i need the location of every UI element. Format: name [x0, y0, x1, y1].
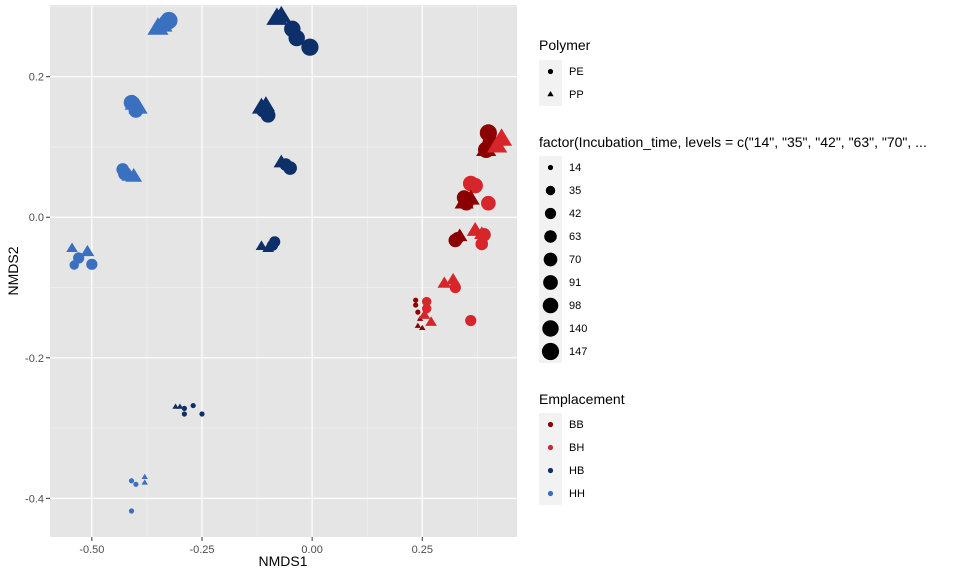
legend-size-label: 70	[569, 254, 581, 266]
legend-shape-label: PP	[569, 89, 584, 101]
legend-size-140-icon	[542, 320, 559, 337]
point-bh-pp	[446, 272, 460, 285]
legend-color-bh-icon	[547, 444, 554, 451]
legend-color-hb-icon	[547, 467, 554, 474]
legend-size-label: 98	[569, 300, 581, 312]
legend-size-label: 140	[569, 323, 587, 335]
plot-panel	[50, 5, 517, 537]
x-tick-label: 0.00	[301, 544, 322, 556]
grid-lines	[50, 5, 517, 537]
point-hb-pe	[269, 236, 281, 248]
legend-size-70-icon	[543, 252, 558, 267]
legend-size-label: 14	[569, 162, 581, 174]
legend-shape-pe-icon	[547, 68, 554, 75]
legend-color-hh-icon	[547, 490, 554, 497]
point-bh-pp	[418, 309, 431, 319]
point-bb-pp	[454, 192, 474, 209]
point-bb-pe	[415, 309, 421, 315]
point-hh-pp	[125, 167, 143, 182]
point-hh-pp	[141, 479, 148, 485]
point-hh-pp	[141, 473, 148, 480]
point-hb-pp	[266, 7, 288, 25]
point-hb-pe	[288, 29, 305, 47]
point-hh-pp	[80, 244, 95, 257]
point-hh-pe	[128, 508, 135, 514]
legend-color-bb-icon	[547, 421, 554, 428]
data-points	[66, 5, 513, 514]
y-tick-label: -0.2	[25, 353, 44, 365]
point-bb-pe	[413, 297, 419, 303]
point-bh-pe	[421, 296, 432, 307]
point-bb-pp	[419, 324, 426, 331]
legend-shape-label: PE	[569, 66, 584, 78]
legend-incubation-title: factor(Incubation_time, levels = c("14",…	[539, 134, 927, 150]
point-hh-pp	[147, 17, 169, 35]
point-bh-pp	[437, 276, 452, 288]
legend-polymer: Polymer PE PP	[539, 37, 591, 106]
point-hb-pp	[255, 240, 268, 250]
legend-size-label: 42	[569, 208, 581, 220]
legend-incubation-time: factor(Incubation_time, levels = c("14",…	[539, 134, 927, 363]
legend-shape-pp-icon	[547, 90, 554, 97]
legend-color-label: HB	[569, 465, 584, 477]
legend-color-label: BH	[569, 442, 584, 454]
x-axis-title: NMDS1	[258, 553, 307, 569]
legend-size-label: 91	[569, 277, 581, 289]
y-tick-label: 0.0	[29, 212, 44, 224]
legend-size-42-icon	[544, 207, 557, 220]
point-bh-pp	[487, 135, 508, 153]
point-hh-pp	[66, 242, 78, 253]
legend-size-14-icon	[547, 164, 554, 171]
x-tick-label: -0.50	[79, 544, 104, 556]
point-bh-pp	[425, 316, 437, 326]
point-hb-pe	[190, 402, 196, 409]
legend-emplacement: Emplacement BB BH HB HH	[539, 391, 625, 505]
legend-size-91-icon	[543, 275, 558, 290]
point-bh-pe	[467, 177, 483, 194]
point-bh-pe	[449, 281, 461, 294]
point-hb-pe	[181, 411, 187, 417]
legend-polymer-title: Polymer	[539, 37, 591, 53]
y-axis-title: NMDS2	[5, 246, 21, 295]
point-hb-pp	[172, 403, 179, 409]
point-bb-pp	[414, 322, 422, 328]
legend-color-label: BB	[569, 419, 584, 431]
point-bh-pe	[465, 314, 477, 327]
x-tick-label: 0.25	[412, 544, 433, 556]
y-tick-label: -0.4	[25, 493, 44, 505]
point-bh-pe	[481, 195, 496, 211]
legend-size-98-icon	[542, 297, 559, 314]
y-tick-label: 0.2	[29, 72, 44, 84]
point-hb-pe	[260, 107, 276, 123]
point-hh-pe	[86, 258, 98, 270]
point-bb-pe	[413, 302, 419, 308]
legend-emplacement-title: Emplacement	[539, 391, 625, 407]
point-hb-pp	[176, 403, 184, 409]
legend-size-147-icon	[541, 342, 560, 361]
legend-size-35-icon	[545, 185, 556, 196]
point-hb-pe	[181, 405, 187, 411]
point-hh-pe	[128, 478, 135, 484]
legend-size-label: 63	[569, 231, 581, 243]
point-bh-pe	[475, 237, 489, 251]
legend-color-label: HH	[569, 488, 585, 500]
x-tick-label: -0.25	[189, 544, 214, 556]
legend-size-label: 147	[569, 346, 587, 358]
point-hh-pe	[133, 481, 139, 487]
legend-size-label: 35	[569, 185, 581, 197]
point-hb-pe	[283, 161, 297, 175]
point-hb-pp	[256, 96, 275, 112]
axes: -0.50 -0.25 0.00 0.25 -0.4 -0.2 0.0 0.2	[25, 72, 433, 556]
legend-size-63-icon	[544, 230, 557, 243]
point-hh-pp	[124, 94, 143, 110]
point-hb-pe	[301, 38, 319, 56]
point-hb-pe	[199, 411, 205, 417]
point-bb-pe	[448, 233, 463, 248]
